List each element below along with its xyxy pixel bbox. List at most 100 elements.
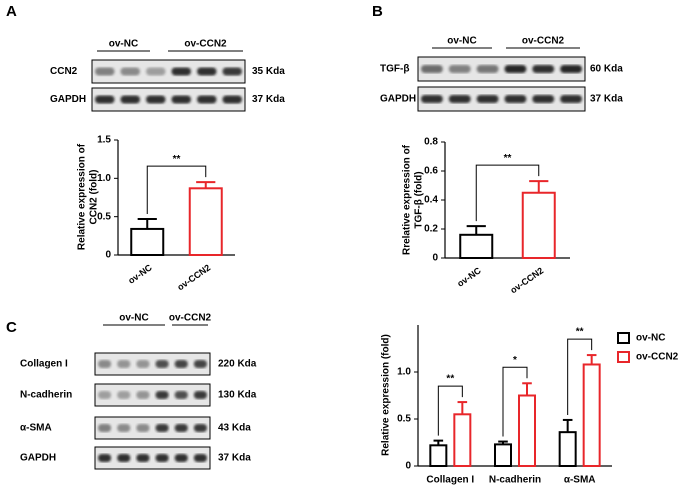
blot-band: [120, 67, 140, 76]
blot-band: [155, 424, 169, 432]
blot-band: [193, 391, 207, 399]
blot-band: [174, 454, 188, 462]
protein-label: α-SMA: [20, 423, 52, 434]
blot-band: [532, 95, 555, 103]
significance-bracket: [146, 165, 207, 214]
blot-band: [98, 391, 112, 399]
panel-label: B: [372, 3, 383, 20]
significance-label: **: [173, 154, 181, 165]
error-bar: [498, 440, 508, 445]
blot-band: [504, 95, 527, 103]
blot-band: [448, 95, 471, 103]
y-tick-label: 0: [432, 253, 438, 264]
bar: [521, 191, 556, 259]
blot-strip: [417, 86, 586, 112]
protein-label: GAPDH: [380, 94, 416, 105]
blot-band: [155, 360, 169, 368]
error-bar: [433, 439, 444, 446]
error-bar: [562, 418, 573, 433]
significance-label: *: [513, 355, 517, 366]
size-label: 43 Kda: [218, 423, 251, 434]
group-label: ov-CCN2: [184, 39, 227, 50]
blot-band: [421, 65, 443, 73]
error-bar: [586, 354, 597, 365]
blot-band: [117, 391, 131, 399]
blot-band: [136, 391, 150, 399]
x-tick-label: α-SMA: [564, 475, 596, 485]
x-tick-label: ov-CCN2: [508, 265, 545, 295]
protein-label: TGF-β: [380, 64, 409, 75]
blot-band: [136, 424, 150, 432]
x-tick-label: ov-NC: [455, 265, 483, 289]
y-tick-label: 0: [405, 461, 411, 472]
blot-band: [560, 95, 582, 103]
blot-strip: [417, 56, 586, 82]
bar: [459, 233, 494, 260]
blot-strip: [94, 446, 211, 470]
blot-strip: [94, 352, 211, 376]
panel-label: A: [6, 3, 17, 20]
error-bar: [457, 401, 468, 415]
significance-label: **: [504, 153, 512, 164]
size-label: 37 Kda: [590, 94, 623, 105]
blot-strip: [91, 87, 246, 112]
size-label: 35 Kda: [252, 66, 285, 77]
blot-band: [155, 454, 169, 462]
y-axis-label: Rrelative expression of: [402, 144, 413, 255]
blot-band: [504, 65, 527, 73]
bar: [558, 431, 577, 468]
blot-band: [136, 360, 150, 368]
blot-band: [95, 67, 115, 76]
y-axis-label: Relative expression of: [77, 143, 88, 250]
blot-strip: [91, 59, 246, 84]
x-tick-label: Collagen I: [426, 475, 474, 485]
group-label: ov-CCN2: [522, 36, 565, 47]
bar: [582, 363, 601, 468]
blot-band: [560, 65, 582, 73]
protein-label: N-cadherin: [20, 390, 72, 401]
y-tick-label: 0.4: [424, 195, 438, 206]
error-bar: [466, 225, 486, 235]
significance-bracket: [437, 385, 463, 436]
x-tick-label: ov-NC: [126, 262, 154, 286]
group-label: ov-NC: [119, 313, 148, 324]
blot-band: [448, 65, 471, 73]
y-axis-label: Relative expression (fold): [381, 334, 392, 456]
group-label: ov-NC: [109, 39, 138, 50]
blot-band: [193, 360, 207, 368]
error-bar: [522, 382, 532, 396]
significance-bracket: [567, 338, 593, 415]
blot-band: [222, 95, 242, 104]
blot-band: [117, 424, 131, 432]
blot-band: [98, 424, 112, 432]
x-tick-label: ov-CCN2: [175, 262, 212, 292]
blot-band: [98, 360, 112, 368]
error-bar: [196, 181, 216, 189]
significance-bracket: [502, 366, 528, 437]
bar: [429, 444, 448, 468]
blot-band: [476, 95, 499, 103]
bar: [188, 187, 223, 256]
bar: [518, 394, 536, 467]
size-label: 37 Kda: [252, 94, 285, 105]
protein-label: GAPDH: [50, 94, 86, 105]
y-tick-label: 1.0: [397, 367, 411, 378]
protein-label: Collagen I: [20, 359, 68, 370]
blot-band: [120, 95, 140, 104]
significance-label: **: [446, 374, 454, 385]
group-label: ov-CCN2: [169, 313, 212, 324]
blot-band: [476, 65, 499, 73]
y-tick-label: 0.5: [397, 414, 411, 425]
blot-band: [171, 67, 191, 76]
y-tick-label: 0.5: [97, 211, 111, 222]
blot-band: [98, 454, 112, 462]
blot-band: [95, 95, 115, 104]
size-label: 130 Kda: [218, 390, 257, 401]
panel-label: C: [6, 319, 17, 336]
blot-band: [421, 95, 443, 103]
y-axis-label: CCN2 (fold): [89, 170, 100, 225]
blot-band: [197, 67, 217, 76]
blot-band: [155, 391, 169, 399]
blot-band: [117, 360, 131, 368]
